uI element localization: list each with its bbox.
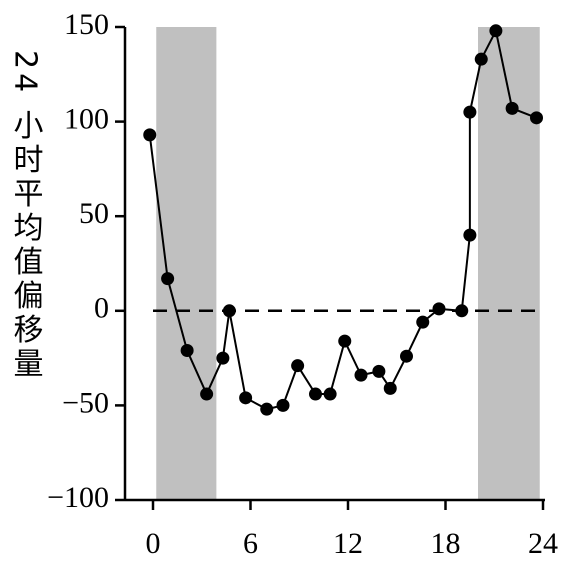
point <box>276 398 290 412</box>
point <box>180 344 194 358</box>
point <box>505 101 519 115</box>
y-tick-label: 150 <box>64 8 109 41</box>
point <box>309 387 322 401</box>
point <box>455 304 469 318</box>
point <box>474 52 488 66</box>
point <box>216 351 230 365</box>
point <box>200 387 214 401</box>
point <box>338 334 352 348</box>
point <box>260 402 274 416</box>
y-tick-label: −100 <box>47 481 109 514</box>
y-tick-label: 0 <box>94 292 109 325</box>
point <box>432 302 446 316</box>
shaded-region <box>478 27 540 500</box>
point <box>400 349 413 363</box>
point <box>372 364 386 378</box>
point <box>463 105 477 119</box>
x-tick-label: 6 <box>243 527 258 560</box>
y-axis-label: 24 小时平均值偏移量 <box>8 50 44 382</box>
x-tick-label: 0 <box>146 527 161 560</box>
x-tick-label: 12 <box>333 527 363 560</box>
point <box>530 111 543 125</box>
point <box>143 128 157 142</box>
point <box>489 24 503 38</box>
y-tick-label: 50 <box>79 197 109 230</box>
point <box>239 391 253 405</box>
point <box>463 228 477 242</box>
point <box>323 387 337 401</box>
x-tick-label: 24 <box>528 527 558 560</box>
point <box>222 304 236 318</box>
point <box>291 359 305 373</box>
point <box>161 272 175 286</box>
point <box>383 381 397 395</box>
point <box>354 368 368 382</box>
x-tick-label: 18 <box>431 527 461 560</box>
point <box>416 315 430 329</box>
y-tick-label: 100 <box>64 102 109 135</box>
y-tick-label: −50 <box>62 386 109 419</box>
line <box>148 27 537 411</box>
